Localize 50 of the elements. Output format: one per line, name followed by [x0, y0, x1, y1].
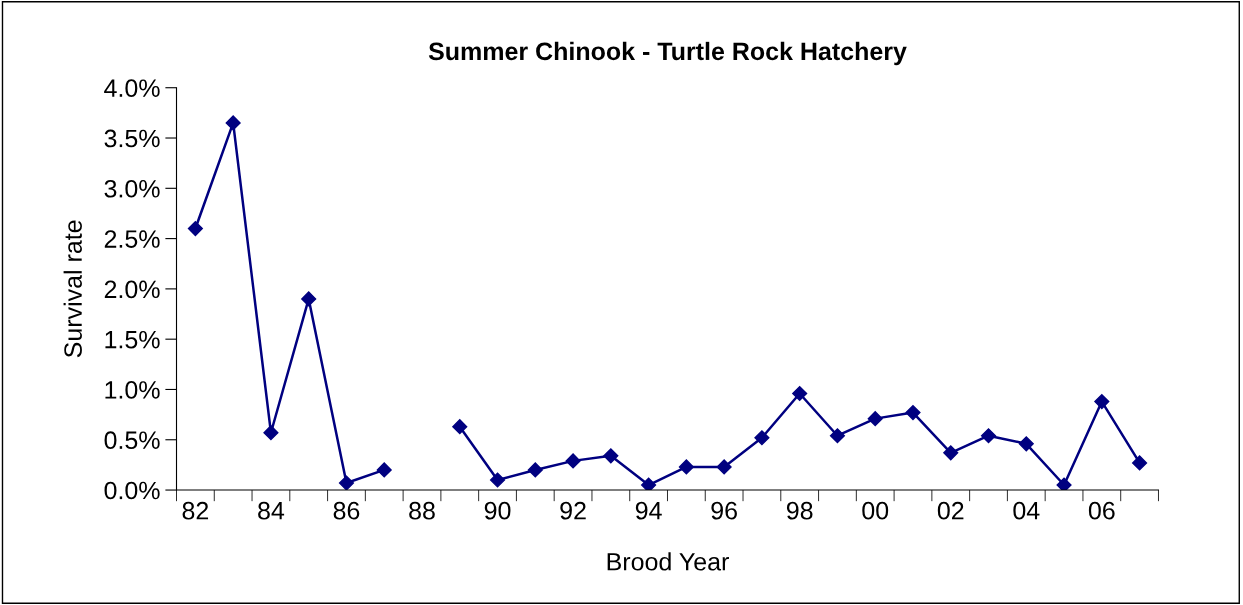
x-tick-label: 92 [560, 501, 586, 520]
point [225, 115, 241, 131]
point [527, 462, 543, 478]
point [452, 419, 468, 435]
point [1132, 455, 1148, 471]
x-tick-label: 90 [484, 501, 511, 520]
x-tick-label: 94 [635, 501, 662, 520]
y-tick-label: 2.0% [104, 280, 160, 299]
point [641, 477, 657, 491]
point [716, 459, 732, 475]
point [1094, 393, 1110, 410]
point [301, 291, 317, 307]
point [829, 428, 846, 444]
point [565, 453, 581, 469]
x-tick-label: 98 [786, 501, 813, 520]
point [980, 428, 997, 444]
y-tick-label: 3.5% [104, 129, 160, 148]
x-tick-label: 02 [937, 501, 964, 520]
point [603, 448, 619, 464]
x-tick-label: 06 [1088, 501, 1115, 520]
x-tick-label: 82 [182, 501, 209, 520]
point [754, 430, 770, 446]
y-tick-label: 0.0% [104, 481, 160, 500]
point [489, 472, 506, 488]
x-tick-label: 04 [1013, 501, 1040, 520]
point [943, 445, 959, 461]
y-axis-title: Survival rate [63, 220, 82, 358]
y-tick-label: 0.5% [104, 431, 160, 450]
point [792, 385, 808, 402]
point [905, 405, 921, 421]
x-axis-title: Brood Year [607, 552, 729, 571]
x-tick-label: 88 [409, 501, 435, 520]
y-tick-label: 3.0% [104, 179, 160, 198]
y-tick-label: 2.5% [104, 230, 160, 248]
point [1018, 436, 1034, 452]
point [376, 462, 392, 478]
chart-title: Summer Chinook - Turtle Rock Hatchery [428, 41, 907, 66]
x-tick-label: 84 [258, 501, 285, 520]
y-tick-label: 4.0% [104, 79, 160, 98]
point [338, 475, 355, 491]
point [867, 411, 883, 427]
x-tick-label: 00 [862, 501, 889, 520]
x-tick-label: 96 [711, 501, 737, 520]
point [187, 220, 203, 237]
x-tick-label: 86 [333, 501, 360, 520]
y-tick-label: 1.5% [105, 330, 160, 349]
y-tick-label: 1.0% [105, 381, 160, 399]
point [263, 425, 279, 441]
point [1056, 477, 1072, 491]
point [678, 459, 694, 475]
